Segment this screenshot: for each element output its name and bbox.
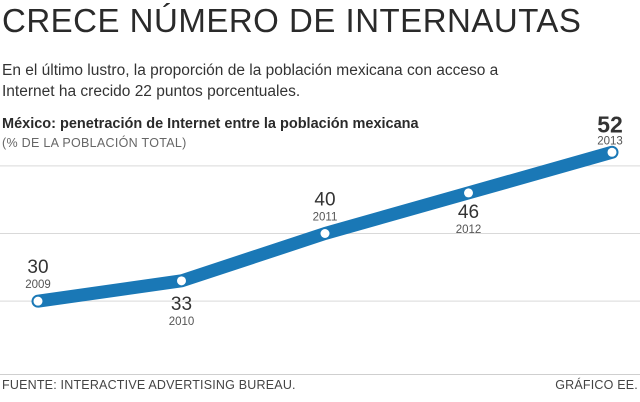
data-label-year: 2009 xyxy=(25,279,51,291)
chart-unit-label: (% DE LA POBLACIÓN TOTAL) xyxy=(2,136,187,150)
data-point xyxy=(177,276,186,286)
data-point xyxy=(464,188,473,198)
graphic-credit: GRÁFICO EE. xyxy=(555,378,638,392)
data-label-value: 46 xyxy=(458,202,479,223)
chart-subtitle: En el último lustro, la proporción de la… xyxy=(2,62,499,100)
data-points xyxy=(33,147,617,306)
data-label-value: 52 xyxy=(597,111,623,137)
series-line xyxy=(31,145,619,308)
data-label-year: 2011 xyxy=(313,212,338,224)
chart-title: CRECE NÚMERO DE INTERNAUTAS xyxy=(2,2,582,39)
data-label-year: 2012 xyxy=(456,224,482,236)
footer-divider xyxy=(0,374,640,375)
source-note: FUENTE: INTERACTIVE ADVERTISING BUREAU. xyxy=(2,378,296,392)
series-line-group xyxy=(31,145,619,308)
data-point xyxy=(33,296,43,306)
data-label-year: 2010 xyxy=(169,316,195,328)
data-label-value: 40 xyxy=(314,190,335,211)
data-label-value: 33 xyxy=(171,294,192,315)
data-point xyxy=(320,229,330,238)
data-label-value: 30 xyxy=(27,257,48,278)
chart-heading: México: penetración de Internet entre la… xyxy=(2,116,419,132)
data-point xyxy=(607,147,617,157)
data-label-year: 2013 xyxy=(597,135,623,147)
